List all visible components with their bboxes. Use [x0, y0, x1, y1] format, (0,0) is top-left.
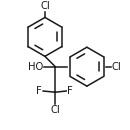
Text: F: F: [67, 86, 73, 96]
Text: HO: HO: [28, 62, 44, 72]
Text: Cl: Cl: [112, 62, 122, 72]
Text: F: F: [36, 86, 42, 96]
Text: Cl: Cl: [50, 105, 60, 115]
Text: Cl: Cl: [40, 1, 50, 11]
